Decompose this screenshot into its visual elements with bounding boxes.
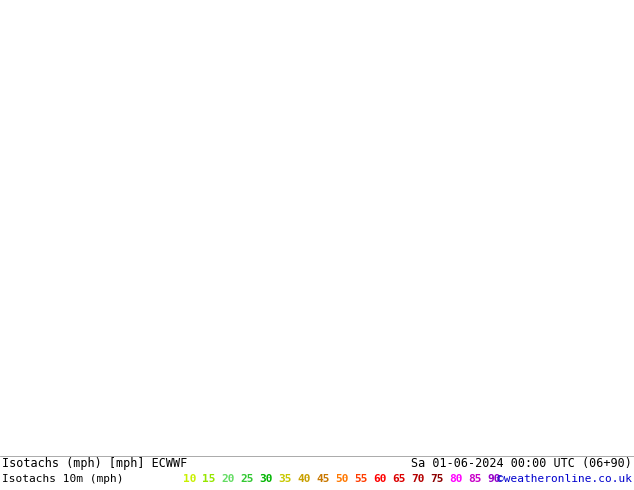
Text: 80: 80: [449, 474, 462, 484]
Text: ©weatheronline.co.uk: ©weatheronline.co.uk: [497, 474, 632, 484]
Text: 55: 55: [354, 474, 368, 484]
Text: 25: 25: [240, 474, 254, 484]
Text: 75: 75: [430, 474, 444, 484]
Text: Isotachs 10m (mph): Isotachs 10m (mph): [2, 474, 124, 484]
Text: Sa 01-06-2024 00:00 UTC (06+90): Sa 01-06-2024 00:00 UTC (06+90): [411, 457, 632, 470]
Text: 65: 65: [392, 474, 406, 484]
Text: 40: 40: [297, 474, 311, 484]
Text: 70: 70: [411, 474, 425, 484]
Text: 20: 20: [221, 474, 235, 484]
Text: 90: 90: [487, 474, 500, 484]
Text: 45: 45: [316, 474, 330, 484]
Text: 85: 85: [468, 474, 481, 484]
Text: 10: 10: [183, 474, 197, 484]
Text: 30: 30: [259, 474, 273, 484]
Text: 15: 15: [202, 474, 216, 484]
Text: Isotachs (mph) [mph] ECWWF: Isotachs (mph) [mph] ECWWF: [2, 457, 187, 470]
Text: 60: 60: [373, 474, 387, 484]
Text: 35: 35: [278, 474, 292, 484]
Text: 50: 50: [335, 474, 349, 484]
